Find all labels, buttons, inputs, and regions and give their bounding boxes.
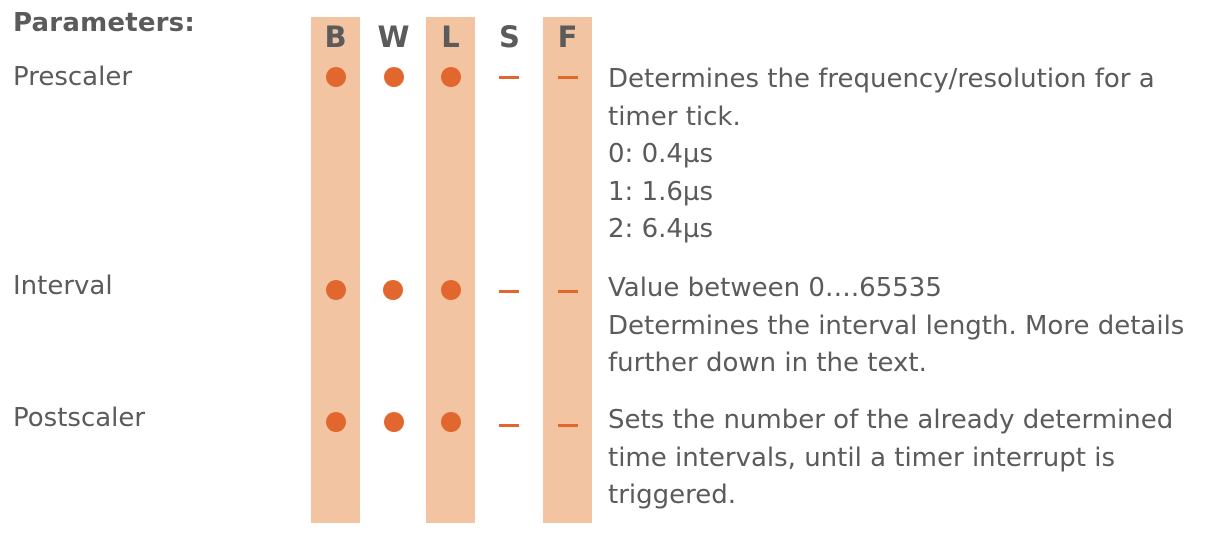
marker-dot-w	[383, 280, 403, 300]
marker-dash-s	[499, 76, 519, 79]
description-line: further down in the text.	[608, 348, 927, 378]
param-description-postscaler: Sets the number of the already determine…	[608, 402, 1208, 515]
description-line: timer tick.	[608, 101, 741, 132]
column-header-b: B	[324, 20, 347, 54]
description-line: triggered.	[608, 480, 736, 510]
marker-dot-b	[326, 412, 346, 432]
column-band-f	[543, 17, 592, 523]
marker-dot-w	[384, 67, 404, 87]
column-header-s: S	[499, 20, 520, 54]
description-line: Value between 0….65535	[608, 273, 942, 303]
marker-dash-f	[558, 76, 578, 79]
description-line: Determines the frequency/resolution for …	[608, 64, 1155, 94]
marker-dot-b	[326, 67, 346, 87]
column-band-l	[426, 17, 475, 523]
marker-dash-f	[558, 424, 578, 427]
marker-dot-l	[441, 412, 461, 432]
param-description-prescaler: Determines the frequency/resolution for …	[608, 61, 1208, 249]
marker-dot-w	[384, 412, 404, 432]
column-band-b	[311, 17, 360, 523]
marker-dot-b	[326, 280, 346, 300]
description-line: time intervals, until a timer interrupt …	[608, 442, 1115, 473]
marker-dash-f	[558, 290, 578, 293]
param-name-prescaler: Prescaler	[13, 62, 133, 92]
param-description-interval: Value between 0….65535 Determines the in…	[608, 270, 1208, 383]
marker-dot-l	[441, 67, 461, 87]
section-title: Parameters:	[13, 8, 195, 38]
description-line: 0: 0.4µs	[608, 139, 714, 169]
marker-dash-s	[499, 424, 519, 427]
description-line: Determines the interval length. More det…	[608, 310, 1185, 341]
column-header-f: F	[557, 20, 578, 54]
marker-dot-l	[441, 280, 461, 300]
description-line: 1: 1.6µs	[608, 176, 714, 207]
description-line: Sets the number of the already determine…	[608, 405, 1174, 435]
column-header-l: L	[441, 20, 460, 54]
marker-dash-s	[499, 290, 519, 293]
column-header-w: W	[377, 20, 410, 54]
param-name-interval: Interval	[13, 271, 113, 301]
param-name-postscaler: Postscaler	[13, 403, 146, 433]
description-line: 2: 6.4µs	[608, 214, 714, 244]
